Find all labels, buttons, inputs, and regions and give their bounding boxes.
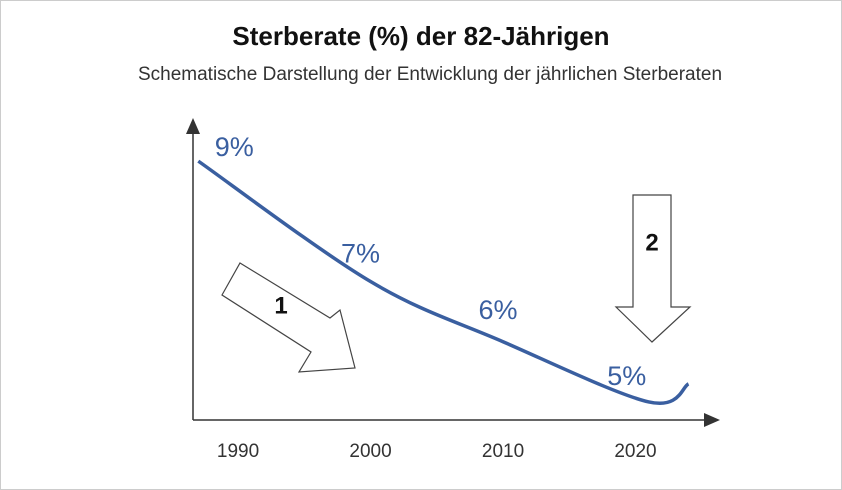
x-tick-label: 2020 bbox=[614, 441, 656, 462]
line bbox=[197, 159, 690, 406]
data-label: 6% bbox=[479, 295, 518, 325]
x-tick-label: 2010 bbox=[482, 441, 524, 462]
data-label: 9% bbox=[215, 132, 254, 162]
annotation-1: 1 bbox=[274, 292, 287, 319]
x-tick-label: 1990 bbox=[217, 441, 259, 462]
x-axis-arrow bbox=[704, 413, 720, 427]
data-label: 5% bbox=[607, 361, 646, 391]
chart-title: Sterberate (%) der 82-Jährigen bbox=[232, 21, 609, 51]
chart-subtitle: Schematische Darstellung der Entwicklung… bbox=[138, 64, 722, 85]
data-label: 7% bbox=[341, 239, 380, 269]
arrow-2 bbox=[614, 194, 692, 343]
y-axis-arrow bbox=[186, 118, 200, 134]
x-tick-label: 2000 bbox=[349, 441, 391, 462]
annotation-2: 2 bbox=[645, 229, 658, 256]
arrow-1 bbox=[221, 262, 356, 373]
